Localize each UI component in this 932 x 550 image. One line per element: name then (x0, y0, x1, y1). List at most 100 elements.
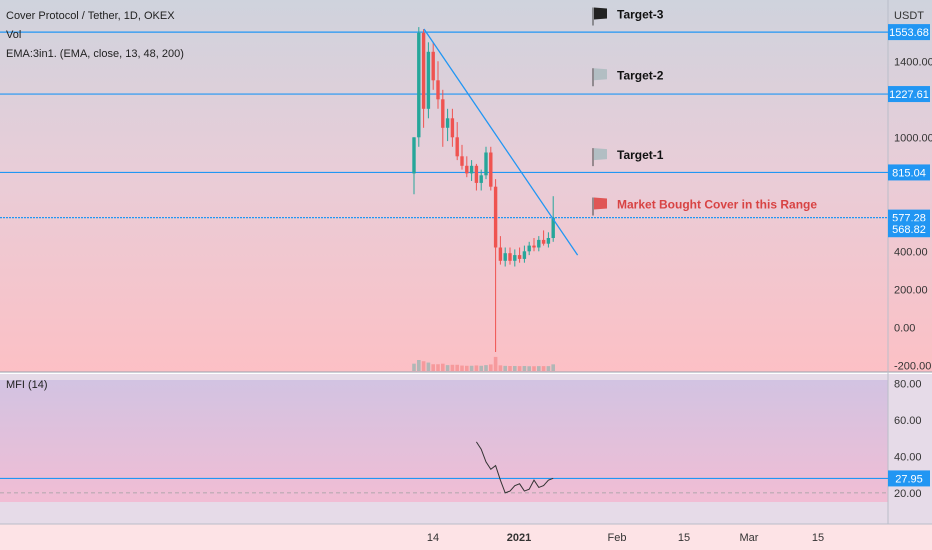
candle-body (441, 99, 445, 128)
volume-bar (479, 365, 483, 371)
candle-body (522, 251, 527, 259)
volume-bar (445, 365, 450, 371)
volume-bar (484, 365, 488, 371)
candle-body (508, 253, 512, 261)
candle-body (479, 175, 483, 183)
candle-body (493, 186, 498, 248)
price-axis-tick: 0.00 (894, 322, 915, 334)
volume-bar (517, 366, 522, 371)
flag-gray-icon (594, 68, 607, 81)
volume-bar (503, 365, 507, 371)
volume-bar (532, 366, 536, 371)
time-axis-tick: Feb (608, 532, 627, 544)
price-panel-bg (0, 0, 932, 372)
volume-bar (465, 365, 469, 371)
candle-body (426, 51, 431, 109)
annotation-label: Target-1 (617, 148, 664, 162)
candle-body (455, 137, 459, 157)
annotation-label: Target-3 (617, 8, 664, 22)
candle-body (489, 152, 493, 187)
candle-body (541, 239, 546, 244)
candle-body (421, 32, 426, 109)
volume-bar (469, 365, 474, 371)
mfi-indicator-label[interactable]: MFI (14) (6, 379, 48, 391)
mfi-axis-tick: 60.00 (894, 415, 922, 427)
plot-layer: 1553.681227.61815.04577.28568.82-200.000… (0, 7, 932, 544)
mfi-level-label: 27.95 (895, 473, 923, 485)
candle-body (474, 165, 479, 183)
time-axis-tick: 2021 (507, 532, 531, 544)
candle-body (513, 255, 517, 261)
volume-bar (460, 365, 464, 371)
candle-body (532, 245, 536, 248)
flag-gray-icon (594, 148, 607, 161)
level-badge-label: 1553.68 (889, 27, 929, 39)
volume-bar (426, 362, 431, 371)
volume-bar (436, 364, 440, 371)
volume-bar (431, 364, 435, 371)
time-axis-bg (0, 524, 932, 550)
current-price-badge (888, 221, 930, 238)
mfi-axis-tick: 20.00 (894, 488, 922, 500)
candle-body (431, 51, 435, 81)
candle-body (527, 245, 531, 252)
candle-body (469, 165, 474, 174)
volume-bar (541, 366, 546, 371)
price-axis-tick: 400.00 (894, 246, 928, 258)
currency-label[interactable]: USDT (894, 10, 924, 22)
price-axis-tick: 1400.00 (894, 56, 932, 68)
candle-body (450, 118, 455, 138)
volume-bar (498, 365, 503, 371)
time-axis-tick: 15 (812, 532, 824, 544)
volume-bar (527, 366, 531, 371)
candle-body (503, 253, 507, 261)
current-price-label: 568.82 (892, 224, 926, 236)
volume-bar (474, 365, 479, 371)
ema-indicator-label[interactable]: EMA:3in1. (EMA, close, 13, 48, 200) (6, 48, 184, 60)
candle-body (417, 32, 421, 138)
volume-bar (551, 364, 555, 371)
volume-bar (417, 360, 421, 371)
candle-body (537, 239, 541, 248)
candle-body (517, 255, 522, 259)
candle-body (436, 80, 440, 100)
candle-body (498, 247, 503, 261)
chart-title: Cover Protocol / Tether, 1D, OKEX (6, 10, 175, 22)
mfi-series-line (475, 441, 554, 494)
volume-bar (493, 356, 498, 371)
volume-bar (537, 366, 541, 371)
price-axis-tick: 200.00 (894, 284, 928, 296)
level-badge (888, 86, 930, 103)
price-axis-tick: 1000.00 (894, 132, 932, 144)
time-axis-tick: 14 (427, 532, 439, 544)
level-badge-label: 815.04 (892, 167, 926, 179)
annotation-label: Target-2 (617, 68, 664, 82)
mfi-band (0, 380, 888, 502)
candle-body (465, 165, 469, 174)
level-badge (888, 164, 930, 181)
candle-body (460, 156, 464, 166)
volume-bar (441, 363, 445, 371)
volume-bar (513, 366, 517, 371)
level-badge (888, 24, 930, 41)
volume-bar (450, 364, 455, 371)
volume-bar (421, 361, 426, 371)
volume-bar (412, 363, 416, 371)
mfi-level-badge (888, 470, 930, 487)
time-axis-tick: 15 (678, 532, 690, 544)
flag-red-icon (594, 197, 607, 210)
annotation-label: Market Bought Cover in this Range (617, 198, 817, 212)
candle-body (546, 238, 551, 244)
level-badge-label: 1227.61 (889, 89, 929, 101)
price-axis-tick: -200.00 (894, 360, 931, 372)
candle-body (445, 118, 450, 128)
vol-indicator-label[interactable]: Vol (6, 29, 22, 41)
candle-body (412, 137, 416, 174)
flag-dark-icon (594, 7, 607, 20)
volume-bar (508, 366, 512, 371)
volume-bar (455, 364, 459, 371)
candle-body (484, 152, 488, 176)
candle-body (551, 217, 555, 238)
volume-bar (546, 366, 551, 371)
